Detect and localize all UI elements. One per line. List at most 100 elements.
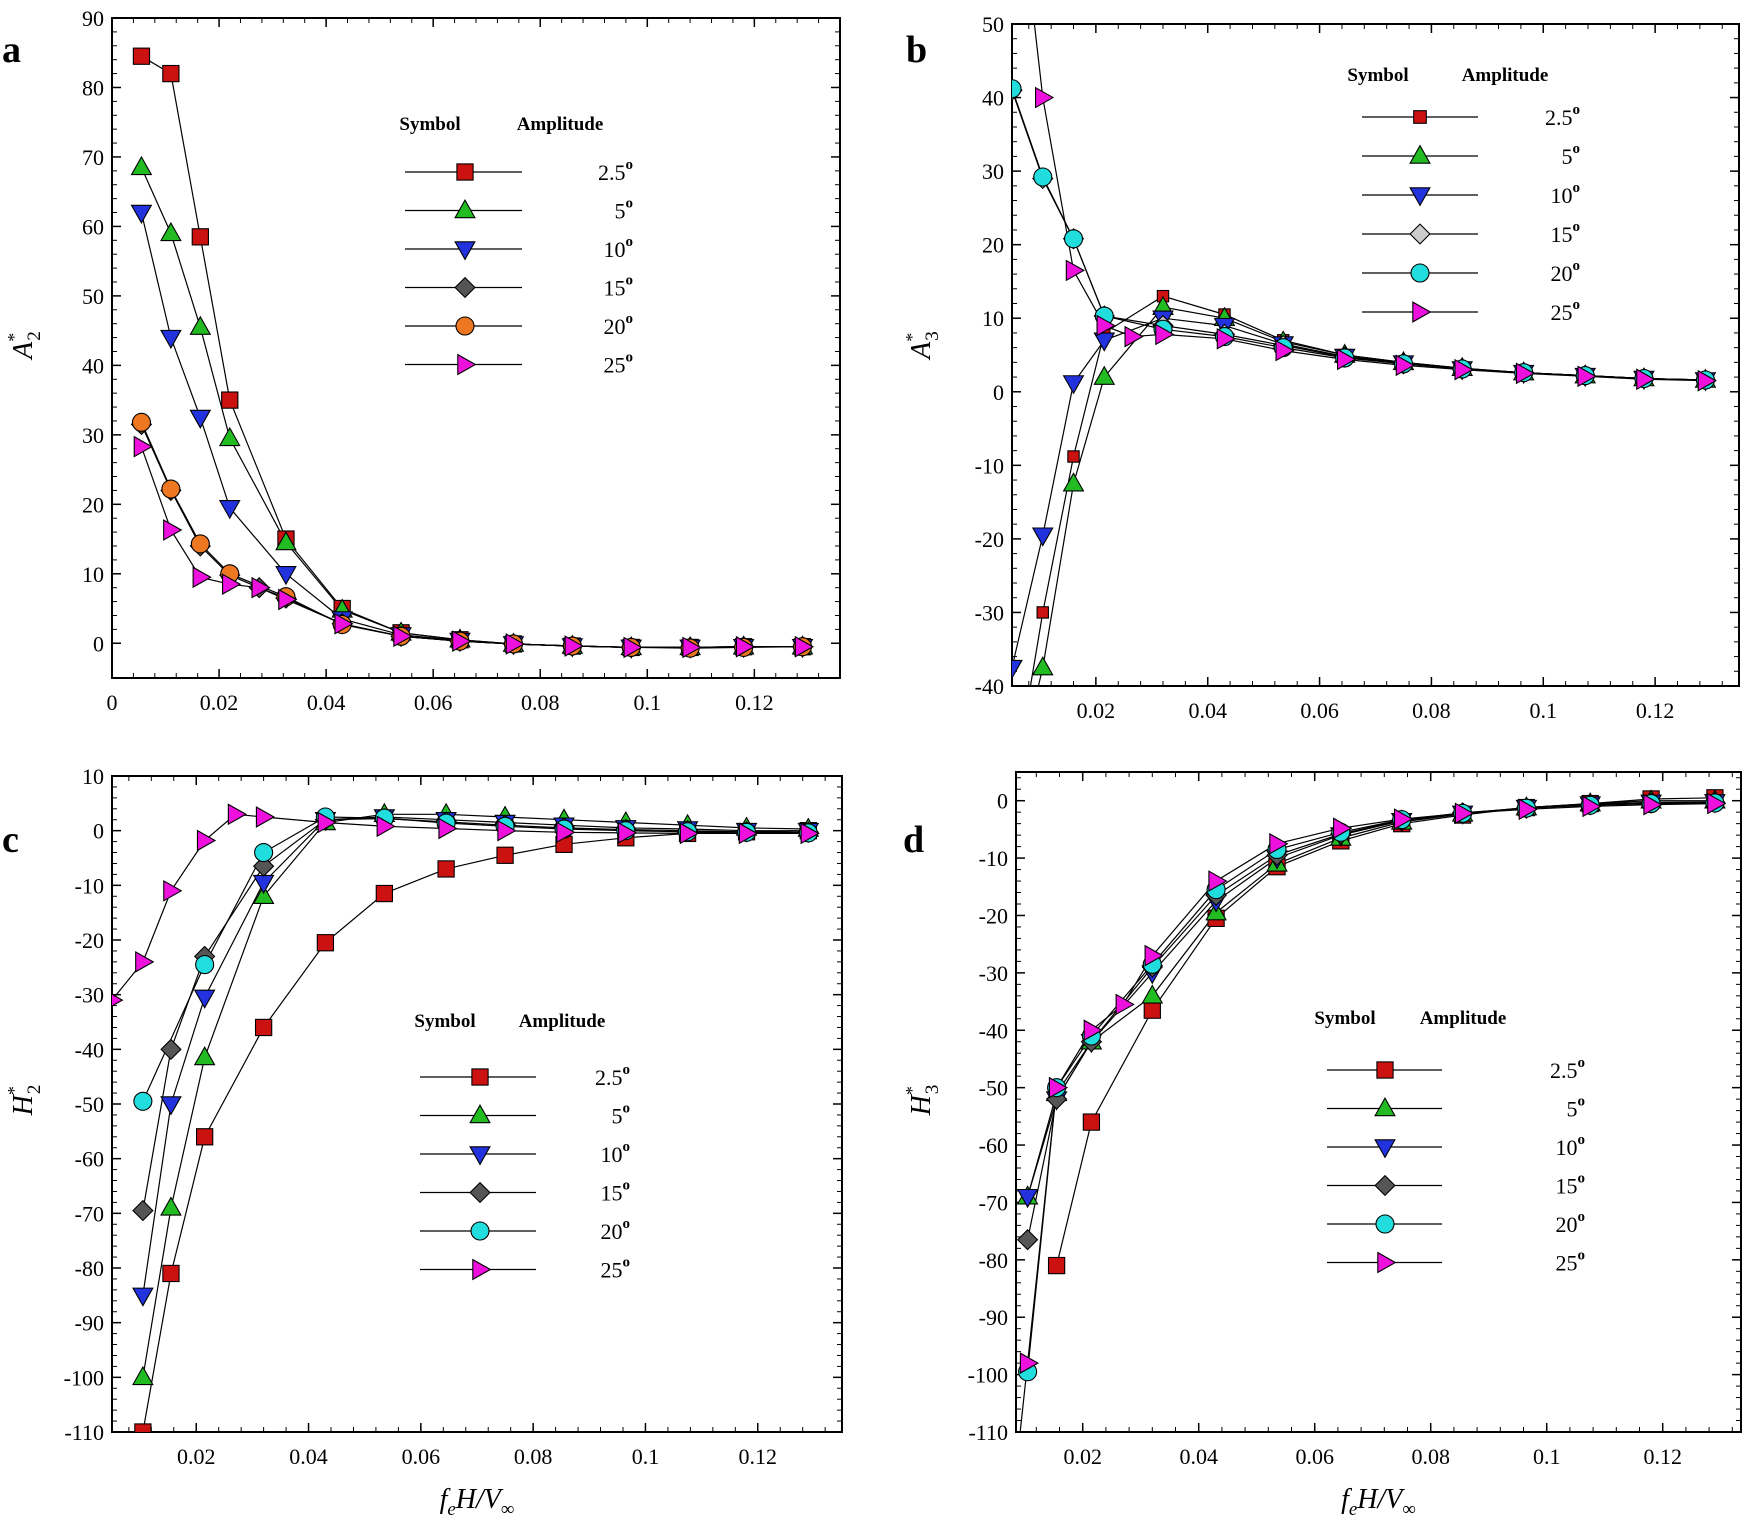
legend-amplitude-label: 2.5o [595,1062,630,1090]
data-point [556,821,576,844]
data-point [275,531,297,551]
data-point [252,855,275,877]
x-tick-label: 0.12 [1636,698,1675,723]
y-tick-label: -100 [968,1363,1008,1388]
y-tick-label: -40 [979,1018,1008,1043]
data-point [496,846,514,864]
data-point [1333,817,1353,840]
y-tick-label: 30 [82,423,104,448]
data-point [252,884,275,905]
data-point [1144,944,1164,967]
data-point [190,534,210,554]
data-point [1062,375,1085,395]
plot-frame [1011,23,1740,687]
data-point [133,1091,153,1111]
series-line-2.5deg [1056,797,1715,1266]
data-point [254,842,274,863]
y-tick-label: -40 [75,1037,104,1062]
legend-amplitude-label: 10o [601,1139,631,1167]
y-tick-label: -110 [64,1420,104,1445]
data-point [1515,362,1536,385]
x-tick-label: 0.06 [402,1444,441,1469]
data-point [1208,870,1228,892]
series-line-10deg [1012,317,1706,668]
data-point [1036,606,1049,619]
legend-marker [471,1068,489,1086]
data-point [618,822,638,844]
x-tick-label: 0.08 [514,1444,553,1469]
plot-frame [111,775,843,1433]
y-tick-label: -70 [75,1201,104,1226]
data-point [227,803,248,826]
data-point [800,822,820,845]
legend: Symbol Amplitude 2.5o 5o 10o 15o 20o 25o [399,114,633,378]
data-point [130,204,153,224]
legend-amplitude-label: 2.5o [598,157,633,185]
data-point [564,635,584,657]
legend-amplitude-label: 5o [1562,141,1581,169]
data-point [1048,1076,1069,1099]
data-point [1143,1001,1161,1019]
data-point [1216,327,1236,350]
series-layer [1016,789,1727,1432]
x-tick-label: 0.08 [1412,698,1451,723]
legend-amplitude-header: Amplitude [517,114,604,135]
data-point [275,566,297,586]
x-tick-label: 0.12 [739,1444,778,1469]
x-tick-label: 0.04 [1188,698,1227,723]
x-tick-label: 0.08 [1411,1444,1450,1469]
y-tick-label: 50 [982,12,1004,37]
data-point [161,479,181,499]
y-tick-label: -10 [979,846,1008,871]
plot-frame [111,17,841,679]
data-point [1269,832,1289,855]
data-point [191,228,209,246]
legend-amplitude-label: 20o [1551,258,1581,286]
x-tick-label: 0.04 [289,1444,328,1469]
legend-amplitude-label: 20o [601,1216,631,1244]
legend-amplitude-label: 25o [1551,297,1581,325]
y-tick-label: -30 [75,983,104,1008]
data-point [334,612,354,635]
series-line-20deg [1012,88,1706,381]
series-line-20deg [1027,802,1715,1372]
y-tick-label: -30 [979,961,1008,986]
data-point [497,819,517,842]
x-tick-label: 0.1 [632,1444,660,1469]
series-line-10deg [140,212,803,649]
y-tick-label: -60 [75,1147,104,1172]
legend-amplitude-label: 5o [615,196,634,224]
legend-marker [1409,144,1431,164]
legend-marker [454,276,476,299]
data-point [133,435,153,458]
legend-marker [1409,223,1431,245]
legend-marker [457,353,477,376]
legend-marker [1374,1174,1396,1197]
data-point [375,884,393,903]
data-point [160,1096,182,1116]
data-point [738,822,759,845]
legend-amplitude-label: 2.5o [1550,1055,1585,1083]
data-point [623,636,643,659]
y-tick-label: 0 [997,789,1008,814]
x-tick-label: 0.02 [1063,1444,1102,1469]
data-point [1697,369,1717,392]
y-tick-label: 70 [82,145,104,170]
series-line-25deg [112,813,809,1001]
panel-letter: d [903,819,924,861]
data-point [196,829,217,852]
y-tick-label: -70 [979,1190,1008,1215]
legend-amplitude-label: 2.5o [1545,102,1580,130]
legend-marker [1374,1139,1396,1159]
data-point [251,576,271,599]
panel-c: -110-100-90-80-70-60-50-40-30-20-100100.… [2,764,843,1520]
data-point [130,155,153,176]
y-tick-label: -90 [75,1311,104,1336]
legend-marker [456,163,474,181]
data-point [1047,1256,1066,1275]
series-line-20deg [142,816,809,1102]
data-point [254,1018,273,1037]
y-tick-label: -20 [975,527,1004,552]
x-tick-label: 0.06 [414,690,453,715]
